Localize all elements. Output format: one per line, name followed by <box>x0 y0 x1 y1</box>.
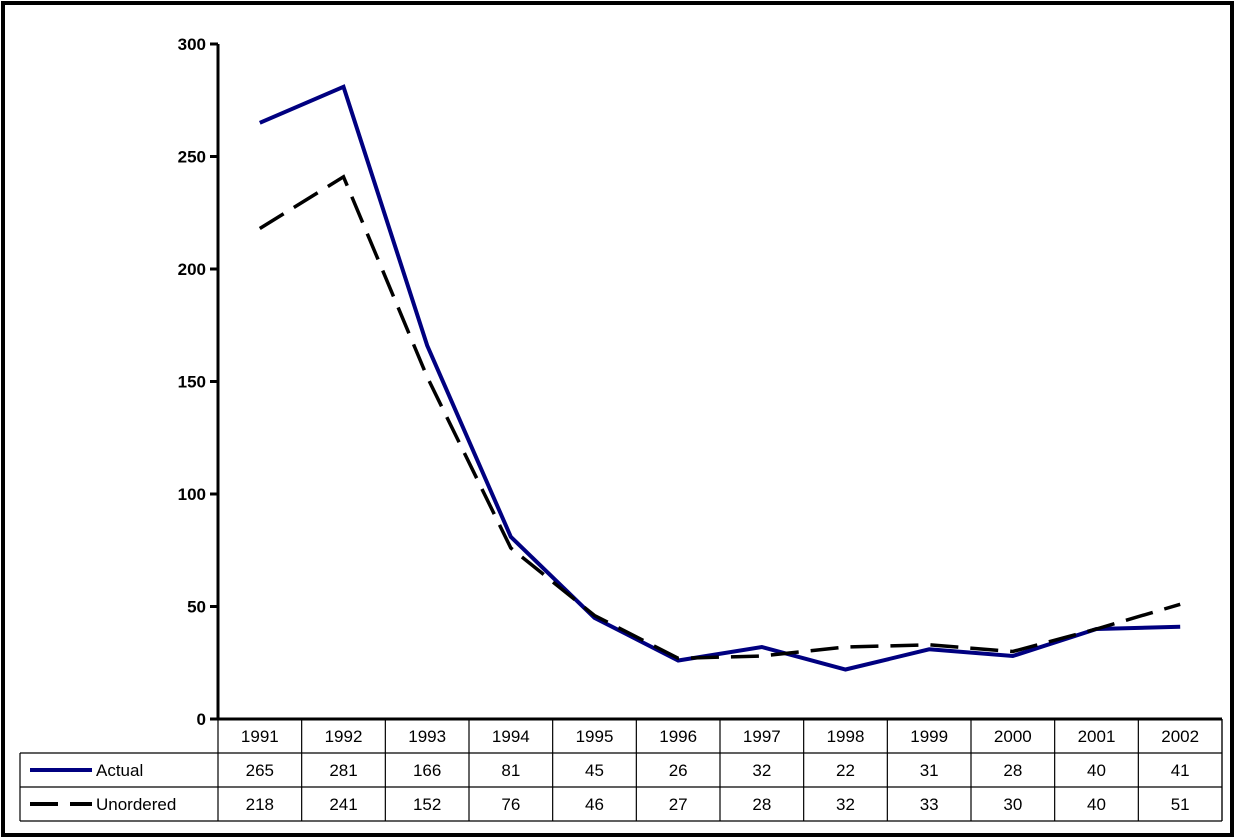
x-tick-label: 1991 <box>241 727 279 746</box>
data-label: 32 <box>752 761 771 780</box>
x-tick-label: 1997 <box>743 727 781 746</box>
series-line-actual <box>259 84 1181 672</box>
x-tick-label: 2001 <box>1078 727 1116 746</box>
data-label: 51 <box>1171 795 1190 814</box>
data-label: 45 <box>585 761 604 780</box>
data-label: 40 <box>1087 795 1106 814</box>
data-label: 265 <box>246 761 274 780</box>
legend-label-unordered: Unordered <box>96 795 176 814</box>
data-label: 26 <box>669 761 688 780</box>
y-tick-label: 150 <box>178 373 206 392</box>
data-label: 28 <box>1003 761 1022 780</box>
x-tick-label: 1998 <box>827 727 865 746</box>
data-label: 22 <box>836 761 855 780</box>
x-tick-label: 2000 <box>994 727 1032 746</box>
data-label: 32 <box>836 795 855 814</box>
x-tick-label: 1996 <box>659 727 697 746</box>
series-line-unordered <box>258 174 1181 661</box>
y-axis-ticks: 0 50 100 150 200 250 300 <box>178 35 218 729</box>
y-tick-label: 300 <box>178 35 206 54</box>
data-label: 281 <box>329 761 357 780</box>
data-label: 152 <box>413 795 441 814</box>
x-tick-label: 1994 <box>492 727 530 746</box>
data-label: 40 <box>1087 761 1106 780</box>
x-tick-label: 1992 <box>325 727 363 746</box>
data-label: 28 <box>752 795 771 814</box>
y-tick-label: 0 <box>197 710 206 729</box>
data-label: 241 <box>329 795 357 814</box>
x-tick-label: 1993 <box>408 727 446 746</box>
x-tick-label: 1999 <box>910 727 948 746</box>
data-label: 27 <box>669 795 688 814</box>
data-label: 31 <box>920 761 939 780</box>
data-label: 30 <box>1003 795 1022 814</box>
data-label: 76 <box>501 795 520 814</box>
x-tick-label: 2002 <box>1161 727 1199 746</box>
data-label: 46 <box>585 795 604 814</box>
legend-label-actual: Actual <box>96 761 143 780</box>
data-label: 41 <box>1171 761 1190 780</box>
y-tick-label: 50 <box>187 598 206 617</box>
data-table: 1991 1992 1993 1994 1995 1996 1997 1998 1999 2000… <box>19 719 1223 822</box>
data-label: 81 <box>501 761 520 780</box>
x-tick-label: 1995 <box>576 727 614 746</box>
data-label: 166 <box>413 761 441 780</box>
y-tick-label: 250 <box>178 148 206 167</box>
data-label: 33 <box>920 795 939 814</box>
y-tick-label: 100 <box>178 485 206 504</box>
series-lines <box>258 84 1181 672</box>
data-label: 218 <box>246 795 274 814</box>
y-tick-label: 200 <box>178 260 206 279</box>
